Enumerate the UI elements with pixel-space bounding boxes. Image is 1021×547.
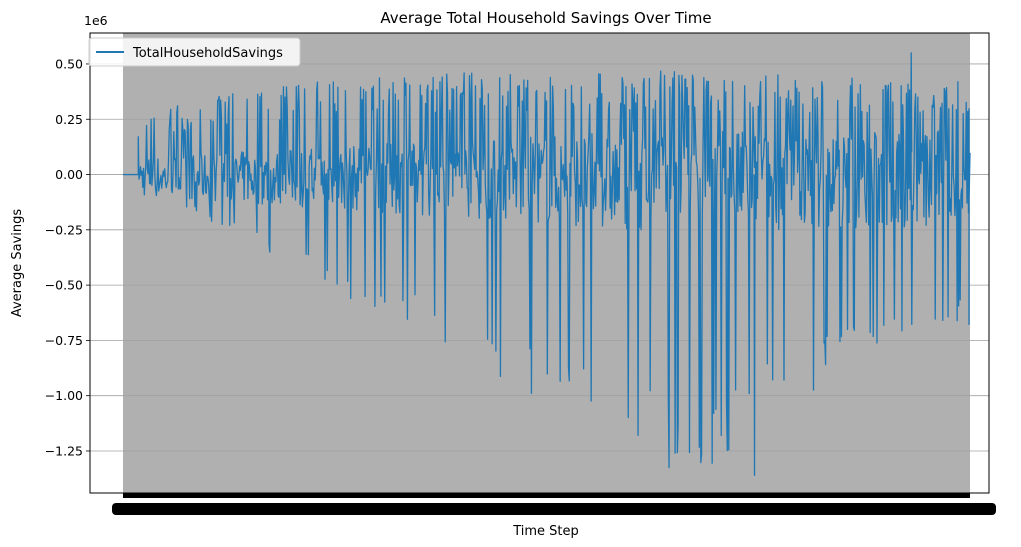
plot-frame (89, 32, 990, 494)
series-line (123, 52, 971, 476)
series-path-total-household-savings (123, 52, 971, 476)
chart-title: Average Total Household Savings Over Tim… (380, 9, 711, 27)
y-tick-label: −0.50 (45, 278, 83, 293)
y-tick-label: −0.75 (45, 333, 83, 348)
legend-label: TotalHouseholdSavings (132, 46, 283, 61)
x-tick-labels-overlap (112, 503, 996, 515)
y-tick-label: 0.25 (55, 112, 83, 127)
x-tick-marks-band (123, 493, 970, 498)
legend: TotalHouseholdSavings (88, 37, 301, 67)
legend-box (88, 37, 301, 67)
y-tick-label: −1.25 (45, 443, 83, 458)
y-axis-ticks: 0.50 0.25 0.00 −0.25 −0.50 −0.75 −1.00 −1.25 (45, 56, 90, 458)
x-tick-labels-band (112, 493, 996, 515)
y-offset-label: 1e6 (84, 13, 108, 28)
y-tick-label: 0.50 (55, 56, 83, 71)
y-tick-label: −0.25 (45, 222, 83, 237)
y-tick-label: −1.00 (45, 388, 83, 403)
y-tick-label: 0.00 (55, 167, 83, 182)
x-axis-label: Time Step (512, 524, 579, 539)
y-axis-label: Average Savings (10, 209, 25, 318)
